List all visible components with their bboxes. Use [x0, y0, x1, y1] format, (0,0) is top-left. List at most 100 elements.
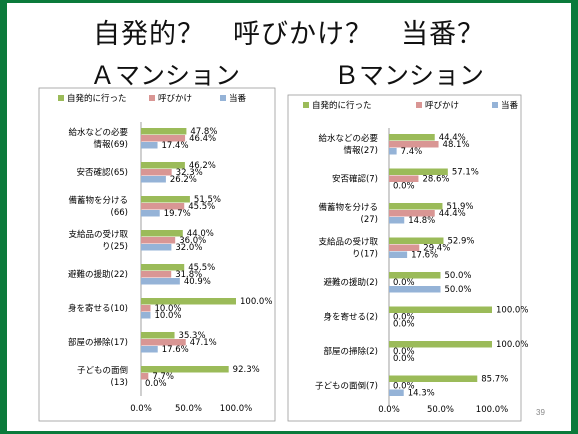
category-label: 備蓄物を分ける	[318, 202, 378, 213]
value-label: 47.8%	[190, 127, 217, 137]
bar	[389, 306, 492, 313]
bar	[141, 210, 160, 217]
value-label: 32.0%	[175, 243, 202, 253]
value-label: 47.1%	[190, 338, 217, 348]
value-label: 45.5%	[188, 202, 215, 212]
category-label: 給水などの必要	[68, 127, 128, 138]
chart-b-title: Ｂマンション	[334, 61, 485, 90]
value-label: 50.0%	[445, 271, 472, 281]
legend-label: 自発的に行った	[67, 93, 127, 104]
bar	[389, 168, 448, 175]
bar	[389, 217, 405, 224]
value-label: 0.0%	[393, 182, 415, 192]
bar	[389, 389, 404, 396]
bar	[141, 264, 185, 271]
x-tick-label: 100.0%	[476, 405, 508, 415]
value-label: 45.5%	[188, 263, 215, 273]
bar	[141, 162, 185, 169]
value-label: 51.5%	[194, 195, 221, 205]
bar	[389, 286, 441, 293]
value-label: 44.4%	[439, 133, 466, 143]
bar	[141, 305, 151, 312]
bar	[389, 134, 435, 141]
bar	[141, 346, 158, 353]
value-label: 50.0%	[445, 285, 472, 295]
category-label: 安否確認(65)	[77, 167, 128, 178]
category-label: 安否確認(7)	[332, 174, 378, 185]
bar	[389, 148, 397, 155]
bar	[389, 341, 492, 348]
legend-label: 当番	[501, 100, 519, 111]
category-label: 子どもの面倒	[77, 365, 128, 376]
bar	[389, 237, 444, 244]
category-label: (27)	[361, 215, 378, 225]
value-label: 0.0%	[393, 382, 415, 392]
bar	[389, 244, 420, 251]
bar	[141, 332, 175, 339]
bar	[141, 142, 158, 149]
bar	[141, 135, 186, 142]
value-label: 0.0%	[393, 313, 415, 323]
legend-swatch	[220, 95, 226, 101]
bar	[141, 230, 183, 237]
value-label: 0.0%	[393, 278, 415, 288]
value-label: 100.0%	[240, 297, 272, 307]
category-label: 部屋の掃除(2)	[323, 346, 378, 357]
value-label: 31.8%	[175, 270, 202, 280]
bar	[389, 375, 478, 382]
x-tick-label: 0.0%	[378, 405, 400, 415]
value-label: 48.1%	[443, 140, 470, 150]
value-label: 14.8%	[408, 216, 435, 226]
chart-a-title: Ａマンション	[90, 61, 241, 90]
x-tick-label: 50.0%	[175, 404, 202, 414]
category-label: (66)	[111, 208, 128, 218]
value-label: 0.0%	[393, 354, 415, 364]
legend-label: 自発的に行った	[312, 100, 372, 111]
bar	[141, 271, 172, 278]
value-label: 0.0%	[393, 347, 415, 357]
bar	[141, 128, 187, 135]
legend-label: 呼びかけ	[425, 100, 459, 111]
value-label: 7.7%	[152, 372, 174, 382]
value-label: 26.2%	[170, 175, 197, 185]
category-label: 子どもの面倒(7)	[315, 381, 378, 392]
value-label: 0.0%	[145, 379, 167, 389]
value-label: 40.9%	[184, 277, 211, 287]
bar	[141, 298, 236, 305]
value-label: 44.4%	[439, 209, 466, 219]
value-label: 0.0%	[393, 320, 415, 330]
value-label: 14.3%	[408, 389, 435, 399]
value-label: 32.3%	[176, 168, 203, 178]
legend-swatch	[58, 95, 64, 101]
value-label: 10.0%	[155, 304, 182, 314]
value-label: 52.9%	[447, 237, 474, 247]
bar	[141, 366, 229, 373]
value-label: 44.0%	[187, 229, 214, 239]
bar	[141, 169, 172, 176]
value-label: 17.4%	[162, 141, 189, 151]
category-label: 部屋の掃除(17)	[68, 337, 128, 348]
value-label: 100.0%	[496, 306, 528, 316]
bar	[389, 141, 439, 148]
x-tick-label: 0.0%	[130, 404, 152, 414]
value-label: 85.7%	[481, 375, 508, 385]
bar	[141, 312, 151, 319]
value-label: 17.6%	[411, 251, 438, 261]
bar	[389, 203, 443, 210]
category-label: 身を寄せる(2)	[323, 312, 378, 323]
bar	[141, 196, 190, 203]
legend-label: 呼びかけ	[158, 93, 192, 104]
bar	[141, 278, 180, 285]
category-label: り(17)	[352, 250, 378, 260]
value-label: 51.9%	[446, 202, 473, 212]
value-label: 100.0%	[496, 340, 528, 350]
category-label: 情報(69)	[94, 139, 128, 150]
value-label: 19.7%	[164, 209, 191, 219]
value-label: 57.1%	[452, 168, 479, 178]
category-label: 備蓄物を分ける	[68, 195, 128, 206]
bar	[141, 176, 166, 183]
bar	[389, 175, 419, 182]
